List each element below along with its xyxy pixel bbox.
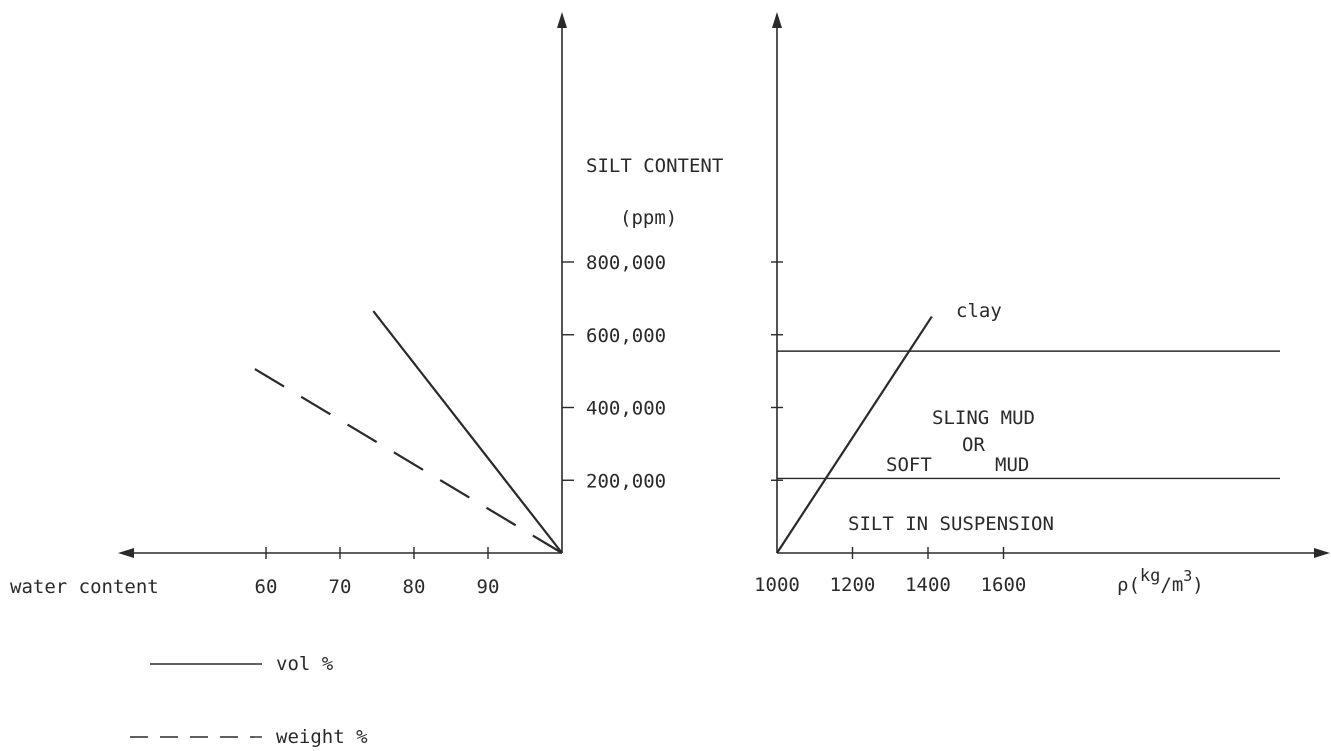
right-series-clay-line: [776, 315, 933, 554]
left-y-axis-unit: (ppm): [620, 207, 677, 229]
left-x-ticks: 60 70 80 90: [255, 547, 500, 598]
left-x-tick-label: 70: [329, 576, 352, 598]
left-x-tick-label: 60: [255, 576, 278, 598]
right-chart: 1000 1200 1400 1600 SLING MUD OR SOFT MUD S…: [754, 12, 1330, 596]
left-y-tick-label: 600,000: [586, 325, 666, 347]
right-x-tick-label: 1600: [981, 574, 1027, 596]
right-y-ticks: [771, 261, 783, 481]
xlabel-prefix: ρ(: [1117, 574, 1140, 596]
right-x-axis-arrow: [1314, 548, 1330, 558]
right-x-axis-label: ρ(kg/m3): [1117, 566, 1204, 596]
left-y-axis-title: SILT CONTENT: [586, 155, 723, 177]
region-label-sling-mud: SLING MUD: [932, 407, 1035, 429]
right-boundaries: [777, 350, 1280, 480]
left-series-weight-line: [239, 359, 563, 554]
right-x-tick-label: 1200: [830, 574, 876, 596]
left-y-axis-arrow: [557, 12, 567, 28]
region-label-silt-in-suspension: SILT IN SUSPENSION: [848, 513, 1054, 535]
left-series: [239, 310, 563, 554]
left-x-tick-label: 90: [477, 576, 500, 598]
legend: vol % weight %: [130, 653, 368, 748]
series-label-clay: clay: [956, 300, 1002, 322]
region-label-soft: SOFT: [886, 454, 932, 476]
left-x-axis-arrow: [118, 548, 134, 558]
right-x-ticks: 1000 1200 1400 1600: [754, 547, 1026, 596]
region-label-mud: MUD: [995, 454, 1029, 476]
left-series-vol-line: [372, 310, 563, 554]
left-x-tick-label: 80: [403, 576, 426, 598]
left-y-ticks: 200,000 400,000 600,000 800,000: [562, 252, 666, 492]
xlabel-sup2: 3: [1183, 567, 1192, 585]
legend-label-vol: vol %: [276, 653, 334, 675]
left-y-tick-label: 800,000: [586, 252, 666, 274]
left-y-tick-label: 200,000: [586, 470, 666, 492]
region-label-or: OR: [962, 434, 985, 456]
left-chart: 60 70 80 90 200,000 400,000 600,000 800,000 wa…: [10, 12, 723, 598]
left-x-axis-label: water content: [10, 576, 159, 598]
left-y-tick-label: 400,000: [586, 398, 666, 420]
right-y-axis-arrow: [772, 12, 782, 28]
xlabel-sup: kg: [1140, 566, 1160, 586]
xlabel-mid: /m: [1160, 574, 1183, 596]
legend-label-weight: weight %: [276, 726, 368, 748]
right-x-tick-label: 1400: [905, 574, 951, 596]
xlabel-suffix: ): [1192, 574, 1203, 596]
right-series: [776, 315, 933, 554]
right-x-tick-label: 1000: [754, 574, 800, 596]
